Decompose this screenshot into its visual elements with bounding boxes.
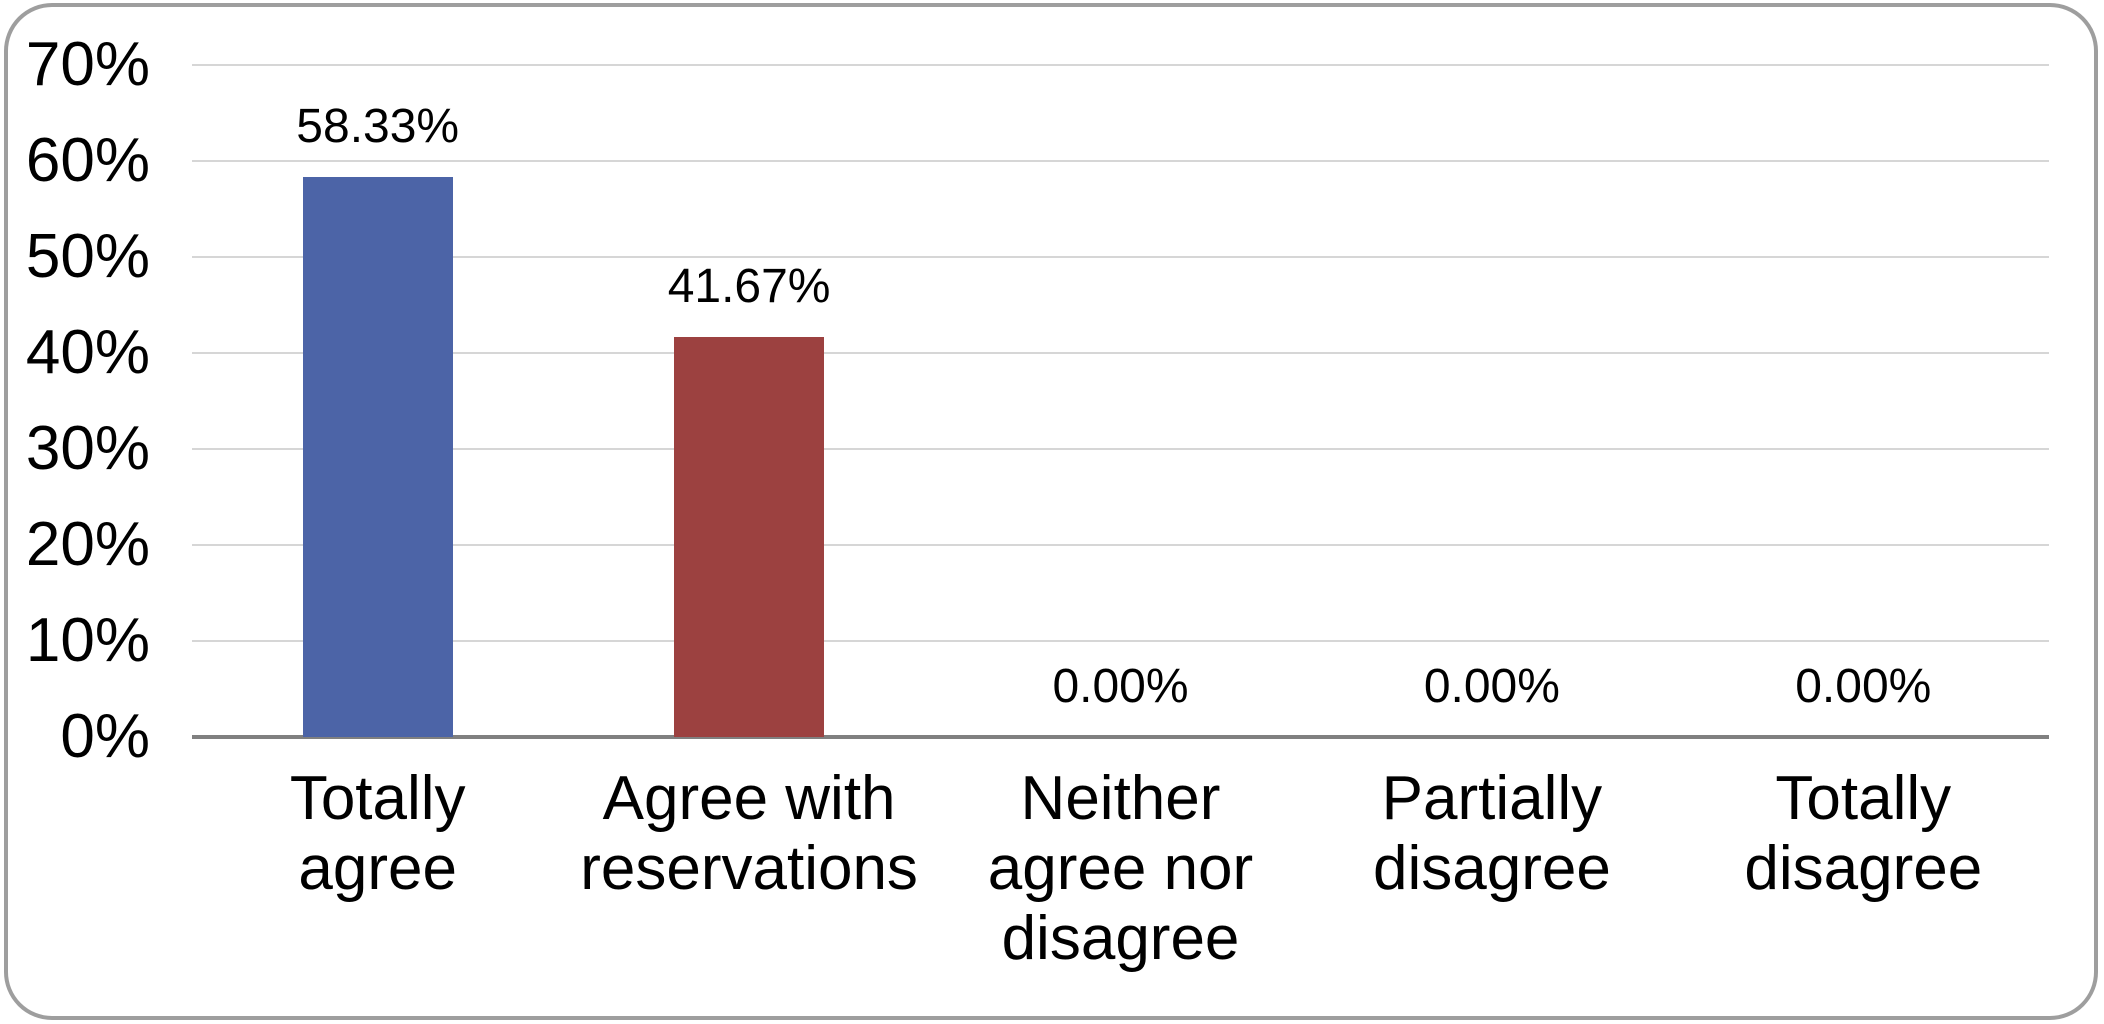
data-label-totally-disagree: 0.00% — [1795, 660, 1932, 713]
gridline-50 — [192, 256, 2049, 258]
y-tick-label-30pct: 30% — [25, 414, 150, 483]
bar-agree-with-reservations — [674, 336, 825, 737]
data-label-neither-agree-nor-disagree: 0.00% — [1052, 660, 1189, 713]
y-tick-label-0pct: 0% — [60, 702, 150, 771]
y-tick-label-10pct: 10% — [25, 606, 150, 675]
bar-totally-agree — [302, 177, 453, 737]
gridline-70 — [192, 64, 2049, 66]
category-label-agree-with-reservations: Agree with reservations — [580, 764, 918, 903]
gridline-20 — [192, 544, 2049, 546]
gridline-60 — [192, 160, 2049, 162]
gridline-30 — [192, 448, 2049, 450]
y-tick-label-70pct: 70% — [25, 30, 150, 99]
data-label-partially-disagree: 0.00% — [1423, 660, 1560, 713]
gridline-10 — [192, 640, 2049, 642]
category-label-partially-disagree: Partially disagree — [1372, 764, 1611, 903]
gridline-40 — [192, 352, 2049, 354]
y-tick-label-50pct: 50% — [25, 222, 150, 291]
category-label-neither-agree-nor-disagree: Neither agree nor disagree — [987, 764, 1254, 973]
category-label-totally-disagree: Totally disagree — [1744, 764, 1983, 903]
x-axis-line — [192, 735, 2049, 739]
data-label-agree-with-reservations: 41.67% — [667, 259, 831, 313]
category-label-totally-agree: Totally agree — [289, 764, 466, 903]
y-tick-label-60pct: 60% — [25, 126, 150, 195]
y-tick-label-20pct: 20% — [25, 510, 150, 579]
data-label-totally-agree: 58.33% — [296, 100, 460, 154]
y-tick-label-40pct: 40% — [25, 318, 150, 387]
